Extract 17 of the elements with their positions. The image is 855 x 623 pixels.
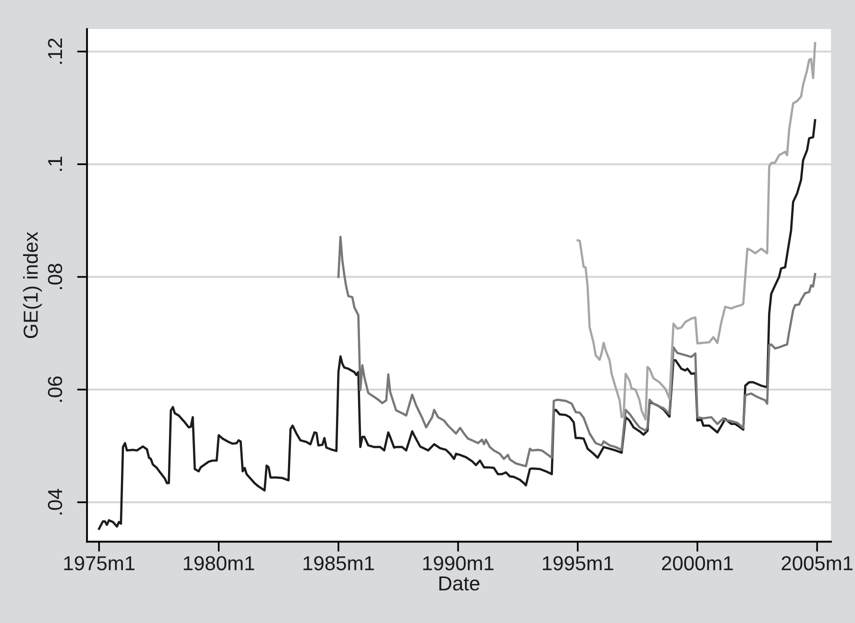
y-axis-title: GE(1) index bbox=[23, 232, 42, 338]
x-tick-label: 2000m1 bbox=[662, 556, 733, 570]
x-axis-title: Date bbox=[439, 576, 480, 591]
x-tick-label: 1985m1 bbox=[304, 556, 374, 570]
line-series bbox=[576, 42, 816, 421]
x-tick-label: 1995m1 bbox=[542, 556, 614, 570]
y-tick-label: .12 bbox=[48, 38, 62, 64]
x-tick-label: 1980m1 bbox=[184, 556, 254, 570]
y-tick-label: .04 bbox=[48, 488, 62, 514]
y-tick-label: .06 bbox=[48, 376, 62, 402]
x-tick-label: 1975m1 bbox=[64, 556, 134, 570]
y-tick-label: .08 bbox=[48, 264, 62, 290]
x-tick-label: 1990m1 bbox=[423, 556, 494, 570]
line-series bbox=[98, 119, 816, 530]
line-series bbox=[337, 236, 816, 468]
y-tick-label: .1 bbox=[48, 156, 62, 171]
x-tick-label: 2005m1 bbox=[782, 556, 853, 570]
